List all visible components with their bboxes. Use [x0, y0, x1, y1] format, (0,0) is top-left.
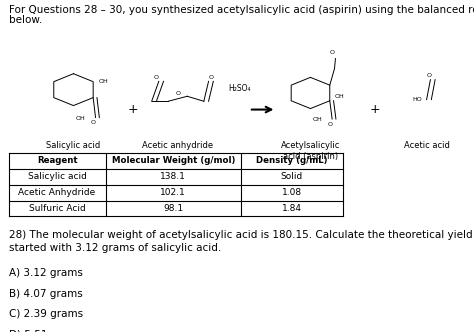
Text: O: O — [427, 73, 431, 78]
Text: Salicylic acid: Salicylic acid — [27, 172, 87, 181]
Text: +: + — [128, 103, 138, 116]
Text: For Questions 28 – 30, you synthesized acetylsalicylic acid (aspirin) using the : For Questions 28 – 30, you synthesized a… — [9, 5, 474, 15]
Text: C) 2.39 grams: C) 2.39 grams — [9, 309, 82, 319]
Text: O: O — [209, 75, 213, 80]
Text: 1.08: 1.08 — [282, 188, 302, 197]
Text: Reagent: Reagent — [37, 156, 77, 165]
Text: OH: OH — [312, 117, 322, 122]
Text: 1.84: 1.84 — [282, 204, 302, 213]
Text: Acetic acid: Acetic acid — [404, 141, 449, 150]
Text: B) 4.07 grams: B) 4.07 grams — [9, 289, 82, 298]
Text: D) 5.51 grams: D) 5.51 grams — [9, 330, 83, 332]
Text: Salicylic acid: Salicylic acid — [46, 141, 100, 150]
Text: 98.1: 98.1 — [163, 204, 183, 213]
Text: Molecular Weight (g/mol): Molecular Weight (g/mol) — [111, 156, 235, 165]
Text: 102.1: 102.1 — [160, 188, 186, 197]
Text: OH: OH — [75, 116, 85, 121]
Text: OH: OH — [335, 94, 345, 99]
Text: +: + — [369, 103, 380, 116]
Text: Sulfuric Acid: Sulfuric Acid — [29, 204, 85, 213]
Text: HO: HO — [412, 97, 422, 102]
Text: Acetylsalicylic
acid (aspirin): Acetylsalicylic acid (aspirin) — [281, 141, 340, 161]
Text: Acetic Anhydride: Acetic Anhydride — [18, 188, 96, 197]
Text: Solid: Solid — [281, 172, 303, 181]
Text: O: O — [91, 120, 96, 125]
Text: below.: below. — [9, 15, 42, 25]
Text: O: O — [154, 75, 159, 80]
Text: OH: OH — [99, 79, 109, 84]
Text: Density (g/mL): Density (g/mL) — [256, 156, 328, 165]
Text: 138.1: 138.1 — [160, 172, 186, 181]
Text: A) 3.12 grams: A) 3.12 grams — [9, 268, 82, 278]
Text: Acetic anhydride: Acetic anhydride — [142, 141, 213, 150]
Text: H₂SO₄: H₂SO₄ — [228, 84, 251, 93]
Text: O: O — [328, 122, 332, 127]
Text: 28) The molecular weight of acetylsalicylic acid is 180.15. Calculate the theore: 28) The molecular weight of acetylsalicy… — [9, 230, 474, 253]
Text: O: O — [329, 50, 335, 55]
Text: O: O — [175, 91, 180, 96]
